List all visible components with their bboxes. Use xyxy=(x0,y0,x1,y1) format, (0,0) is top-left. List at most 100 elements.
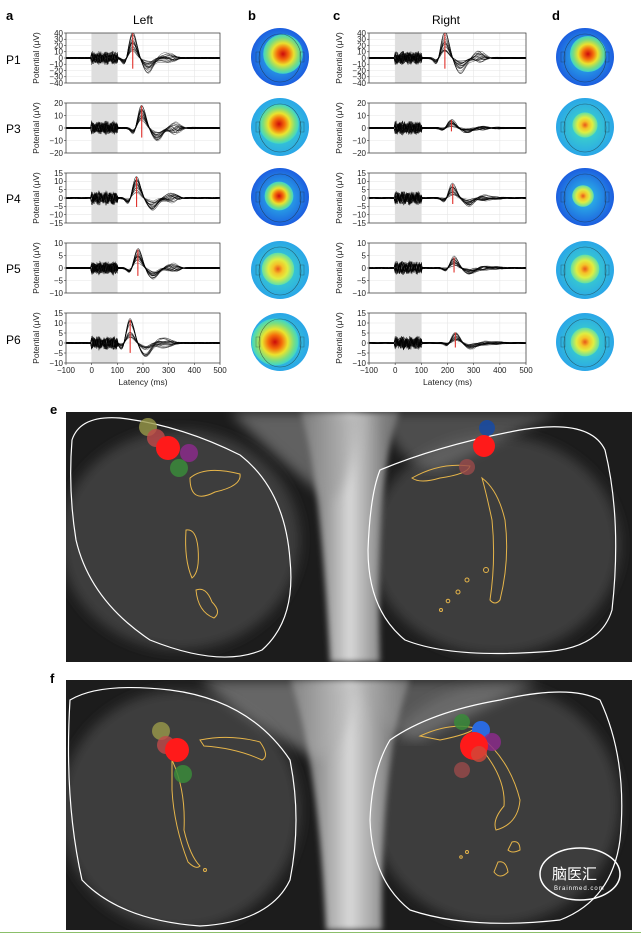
y-tick-label: −10 xyxy=(352,136,366,145)
y-tick-label: −15 xyxy=(352,219,366,228)
ear-outline xyxy=(255,121,261,133)
y-tick-label: −10 xyxy=(352,210,366,219)
y-tick-label: 0 xyxy=(59,339,64,348)
y-tick-label: 0 xyxy=(362,194,367,203)
activation-blob xyxy=(572,185,594,207)
erp-trace xyxy=(65,50,221,65)
x-tick-label: 500 xyxy=(519,366,533,375)
head-outline xyxy=(563,103,607,153)
head-outline xyxy=(563,246,607,296)
x-tick-label: 300 xyxy=(162,366,176,375)
ear-outline xyxy=(255,264,261,276)
head-outline xyxy=(258,103,302,153)
topomap-p5-left xyxy=(251,241,309,299)
ear-outline xyxy=(560,51,566,63)
topomaps xyxy=(251,28,614,371)
y-tick-label: 10 xyxy=(357,177,366,186)
erp-trace xyxy=(368,335,527,350)
ear-outline xyxy=(560,264,566,276)
erp-trace xyxy=(65,319,221,357)
y-tick-label: −5 xyxy=(357,202,367,211)
x-tick-label: 400 xyxy=(188,366,202,375)
y-tick-label: 20 xyxy=(54,41,63,50)
y-tick-label: 0 xyxy=(362,264,367,273)
x-tick-label: 200 xyxy=(441,366,455,375)
x-tick-label: −100 xyxy=(57,366,76,375)
erp-plot-p5-right: −10 −5 0 5 10 Potential (μV) xyxy=(334,239,527,298)
y-tick-label: 5 xyxy=(59,185,64,194)
y-axis-label: Potential (μV) xyxy=(31,32,41,84)
erp-trace xyxy=(65,113,221,135)
y-axis-label: Potential (μV) xyxy=(31,242,41,294)
panel-letter-c: c xyxy=(333,8,340,23)
y-tick-label: 0 xyxy=(362,124,367,133)
erp-trace xyxy=(65,118,221,135)
ear-outline xyxy=(604,51,610,63)
erp-trace xyxy=(368,333,527,350)
y-tick-label: 20 xyxy=(357,41,366,50)
ear-outline xyxy=(560,336,566,348)
x-tick-label: 300 xyxy=(467,366,481,375)
erp-trace xyxy=(368,261,527,275)
y-tick-label: 10 xyxy=(357,48,366,57)
erp-trace xyxy=(65,187,221,205)
panel-letter-b: b xyxy=(248,8,256,23)
trace-bundle xyxy=(65,176,221,211)
y-tick-label: −10 xyxy=(49,289,63,298)
ear-outline xyxy=(560,121,566,133)
y-tick-label: −40 xyxy=(49,79,63,88)
erp-plot-p3-right: −20 −10 0 10 20 Potential (μV) xyxy=(334,99,527,158)
y-tick-label: 20 xyxy=(54,99,63,108)
y-tick-label: 15 xyxy=(357,169,366,178)
row-label-p5: P5 xyxy=(6,262,21,276)
head-outline xyxy=(258,246,302,296)
y-tick-label: −10 xyxy=(352,359,366,368)
trace-bundle xyxy=(368,32,527,74)
erp-trace xyxy=(65,249,221,279)
y-tick-label: 10 xyxy=(357,319,366,328)
y-axis-label: Potential (μV) xyxy=(334,102,344,154)
ear-outline xyxy=(255,51,261,63)
x-tick-label: 200 xyxy=(136,366,150,375)
y-tick-label: −10 xyxy=(49,210,63,219)
erp-trace xyxy=(65,260,221,276)
ear-outline xyxy=(604,264,610,276)
watermark-text: 脑医汇 xyxy=(552,865,597,883)
y-tick-label: −20 xyxy=(352,66,366,75)
y-tick-label: 10 xyxy=(54,48,63,57)
erp-plot-p5-left: −10 −5 0 5 10 Potential (μV) xyxy=(31,239,221,298)
y-tick-label: 15 xyxy=(54,309,63,318)
y-tick-label: 30 xyxy=(54,35,63,44)
x-tick-label: 0 xyxy=(89,366,94,375)
panel-letter-e: e xyxy=(50,402,57,417)
y-tick-label: 5 xyxy=(59,251,64,260)
trace-bundle xyxy=(65,248,221,280)
y-tick-label: 0 xyxy=(362,339,367,348)
head-outline xyxy=(258,318,302,368)
trace-bundle xyxy=(368,182,527,207)
y-tick-label: 0 xyxy=(59,124,64,133)
y-tick-label: −20 xyxy=(49,66,63,75)
trace-bundle xyxy=(368,119,527,136)
trace-bundle xyxy=(65,318,221,357)
y-tick-label: −5 xyxy=(357,349,367,358)
erp-trace xyxy=(66,45,220,65)
erp-trace xyxy=(369,191,527,204)
y-tick-label: 0 xyxy=(59,194,64,203)
y-tick-label: 15 xyxy=(357,309,366,318)
electrode-dot xyxy=(152,722,170,740)
activation-blob xyxy=(572,112,598,138)
erp-trace xyxy=(65,34,221,71)
y-tick-label: −20 xyxy=(352,149,366,158)
y-tick-label: 10 xyxy=(357,239,366,248)
x-tick-label: 100 xyxy=(415,366,429,375)
row-label-p1: P1 xyxy=(6,53,21,67)
panel-letter-a: a xyxy=(6,8,14,23)
y-tick-label: −10 xyxy=(49,359,63,368)
erp-trace xyxy=(368,122,527,134)
activation-blob xyxy=(251,318,299,366)
topomap-p6-left xyxy=(251,313,309,371)
